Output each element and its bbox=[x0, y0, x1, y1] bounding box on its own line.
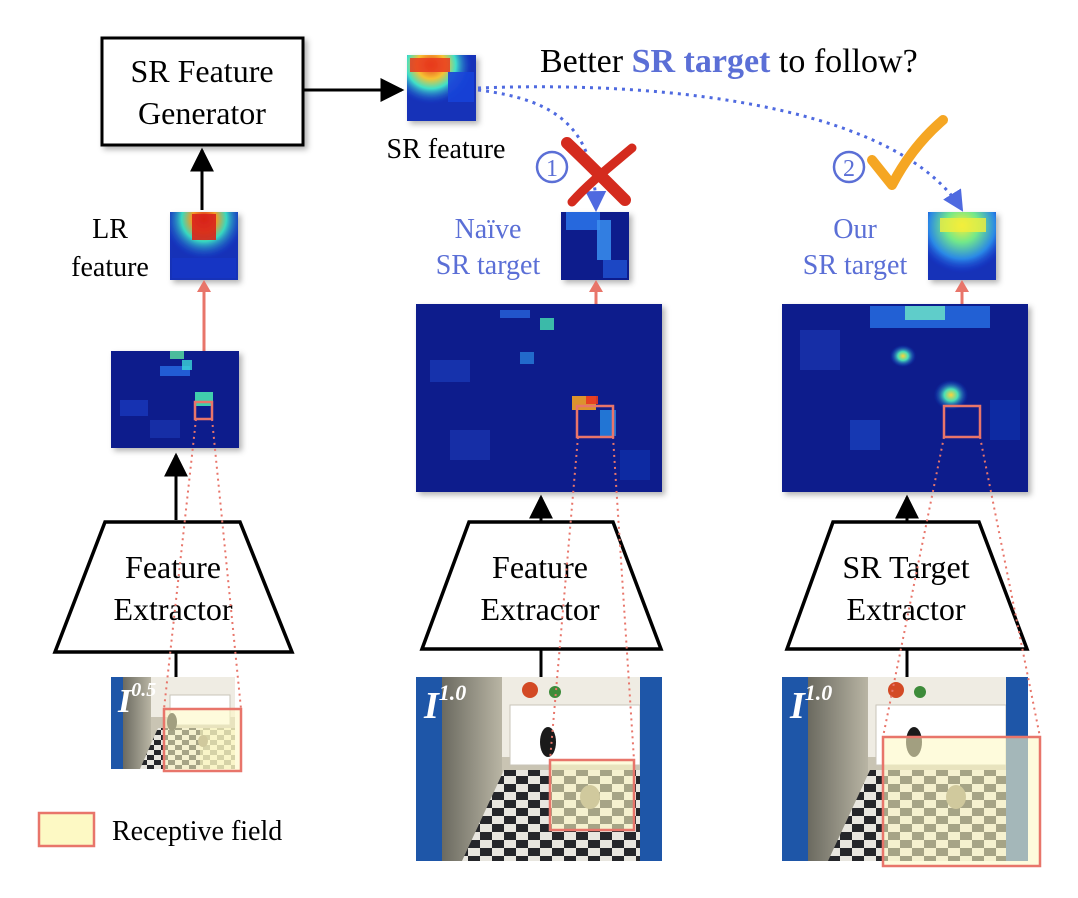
middle-feature-map bbox=[416, 304, 662, 492]
left-extractor-line1: Feature bbox=[125, 549, 221, 585]
naive-target-label-line2: SR target bbox=[436, 250, 541, 281]
left-image-label: I0.5 bbox=[117, 679, 156, 720]
right-extractor-line2: Extractor bbox=[846, 591, 965, 627]
right-receptive-box bbox=[942, 404, 982, 439]
left-receptive-box bbox=[193, 400, 214, 421]
middle-image-label: I1.0 bbox=[423, 680, 466, 727]
our-target-label-line1: Our bbox=[833, 214, 877, 245]
cross-icon bbox=[561, 137, 637, 207]
right-feature-map bbox=[782, 304, 1028, 492]
sr-feature-generator-box bbox=[100, 36, 305, 147]
sr-feature-label: SR feature bbox=[387, 134, 506, 165]
our-target-heatmap bbox=[928, 212, 996, 280]
title-prefix: Better bbox=[540, 43, 632, 80]
right-receptive-field bbox=[881, 735, 1042, 868]
title-highlight: SR target bbox=[632, 43, 771, 80]
marker-one-number: 1 bbox=[546, 156, 558, 182]
legend-swatch bbox=[37, 811, 96, 848]
right-image-sup: 1.0 bbox=[805, 680, 833, 705]
middle-receptive-field bbox=[548, 758, 636, 832]
right-image-base: I bbox=[789, 685, 806, 727]
generator-label-line2: Generator bbox=[138, 95, 266, 131]
right-image-label: I1.0 bbox=[789, 680, 832, 727]
left-receptive-field bbox=[162, 707, 243, 773]
sr-feature-heatmap bbox=[407, 55, 476, 121]
marker-two: 2 bbox=[832, 150, 866, 184]
legend-label: Receptive field bbox=[112, 816, 282, 847]
lr-feature-label-line2: feature bbox=[71, 252, 149, 283]
middle-receptive-box bbox=[575, 404, 615, 439]
lr-feature-heatmap bbox=[170, 212, 238, 280]
lr-feature-label-line1: LR bbox=[92, 214, 128, 245]
middle-extractor-line2: Extractor bbox=[480, 591, 599, 627]
naive-target-heatmap bbox=[561, 212, 629, 280]
middle-feature-extractor bbox=[419, 520, 664, 651]
our-target-label-line2: SR target bbox=[803, 250, 908, 281]
left-image-sup: 0.5 bbox=[131, 679, 156, 701]
title-suffix: to follow? bbox=[770, 43, 917, 80]
dotted-arrow-to-our-target bbox=[477, 85, 964, 212]
marker-one: 1 bbox=[535, 150, 569, 184]
title: Better SR target to follow? bbox=[540, 43, 918, 80]
left-image-base: I bbox=[117, 683, 133, 720]
dotted-arrow-to-naive-target bbox=[477, 88, 607, 213]
right-extractor-line1: SR Target bbox=[842, 549, 969, 585]
middle-image-base: I bbox=[423, 685, 440, 727]
left-extractor-line2: Extractor bbox=[113, 591, 232, 627]
left-feature-map bbox=[111, 351, 239, 448]
left-receptive-ray-b bbox=[211, 418, 242, 710]
marker-two-number: 2 bbox=[843, 156, 855, 182]
naive-target-label-line1: Naïve bbox=[455, 214, 522, 245]
middle-image-sup: 1.0 bbox=[439, 680, 467, 705]
sr-target-extractor bbox=[784, 520, 1030, 651]
left-feature-extractor bbox=[52, 520, 295, 654]
left-receptive-ray-a bbox=[163, 418, 197, 710]
middle-receptive-ray-a bbox=[549, 436, 579, 761]
check-icon bbox=[867, 115, 948, 190]
middle-extractor-line1: Feature bbox=[492, 549, 588, 585]
generator-label-line1: SR Feature bbox=[130, 53, 273, 89]
